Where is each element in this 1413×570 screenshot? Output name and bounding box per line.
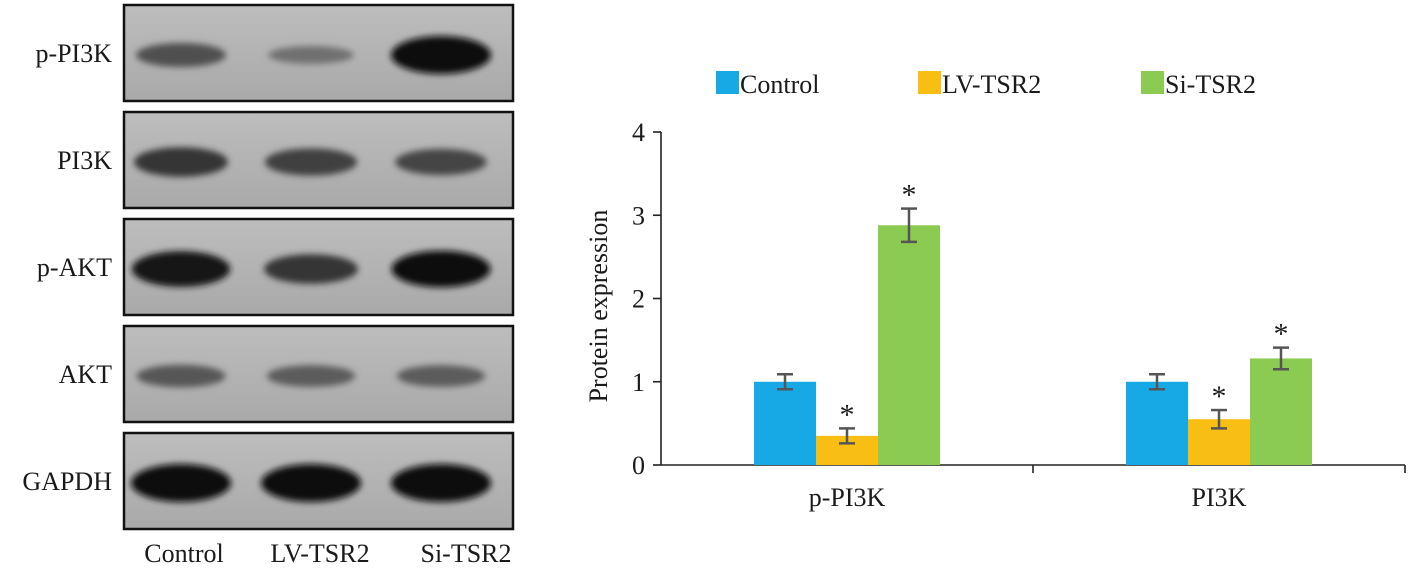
legend-label: Si-TSR2 [1165,70,1256,99]
bars: * * * * [754,179,1312,465]
y-tick-label: 0 [632,451,645,480]
y-axis-title: Protein expression [584,210,613,403]
blot-row-p-akt: p-AKT [37,217,515,317]
blot-row-label: PI3K [57,146,112,175]
blot-band [131,464,231,502]
y-tick-label: 4 [632,118,645,147]
bar-chart: Protein expression Control LV-TSR2 Si-TSR2… [584,70,1406,512]
significance-mark: * [902,179,917,212]
legend-item-si-tsr2: Si-TSR2 [1141,70,1256,99]
blot-row-label: AKT [59,360,113,389]
x-tick-label: PI3K [1192,483,1247,512]
blot-lane-label: Si-TSR2 [420,539,511,568]
blot-band [396,365,486,387]
legend-swatch [918,71,941,94]
legend: Control LV-TSR2 Si-TSR2 [716,70,1256,99]
legend-label: LV-TSR2 [942,70,1041,99]
blot-row-label: p-PI3K [35,39,112,68]
bar-si-tsr2-p-pi3k [878,225,940,465]
y-tick-label: 1 [632,368,645,397]
blot-row-label: GAPDH [22,467,112,496]
significance-mark: * [840,398,855,431]
y-tick-label: 2 [632,285,645,314]
blot-band [136,43,226,67]
blot-band [391,250,491,288]
blot-band [268,46,354,64]
legend-label: Control [740,70,819,99]
x-tick-label: p-PI3K [809,483,886,512]
western-blot: p-PI3K PI3K p-AKT AKT GAPDH Control LV-TSR2 Si… [22,3,515,568]
blot-band [134,147,228,177]
bar-control-p-pi3k [754,381,816,465]
blot-row-p-pi3k: p-PI3K [35,3,515,103]
legend-swatch [716,71,739,94]
blot-band [395,148,487,176]
y-tick-label: 3 [632,201,645,230]
blot-band [391,464,491,502]
legend-item-control: Control [716,70,819,99]
blot-row-pi3k: PI3K [57,110,515,210]
significance-mark: * [1274,318,1289,351]
blot-band [131,251,231,287]
blot-band [266,365,356,387]
blot-lane-label: Control [144,539,223,568]
bar-si-tsr2-pi3k [1250,358,1312,465]
blot-band [136,364,226,388]
blot-band [261,464,361,502]
blot-band [264,254,358,284]
blot-band [391,36,491,74]
blot-row-akt: AKT [59,324,515,424]
blot-band [264,148,358,176]
blot-row-label: p-AKT [37,253,112,282]
blot-lane-label: LV-TSR2 [270,539,369,568]
legend-item-lv-tsr2: LV-TSR2 [918,70,1041,99]
significance-mark: * [1212,380,1227,413]
legend-swatch [1141,71,1164,94]
blot-row-gapdh: GAPDH [22,431,515,531]
bar-control-pi3k [1126,381,1188,465]
